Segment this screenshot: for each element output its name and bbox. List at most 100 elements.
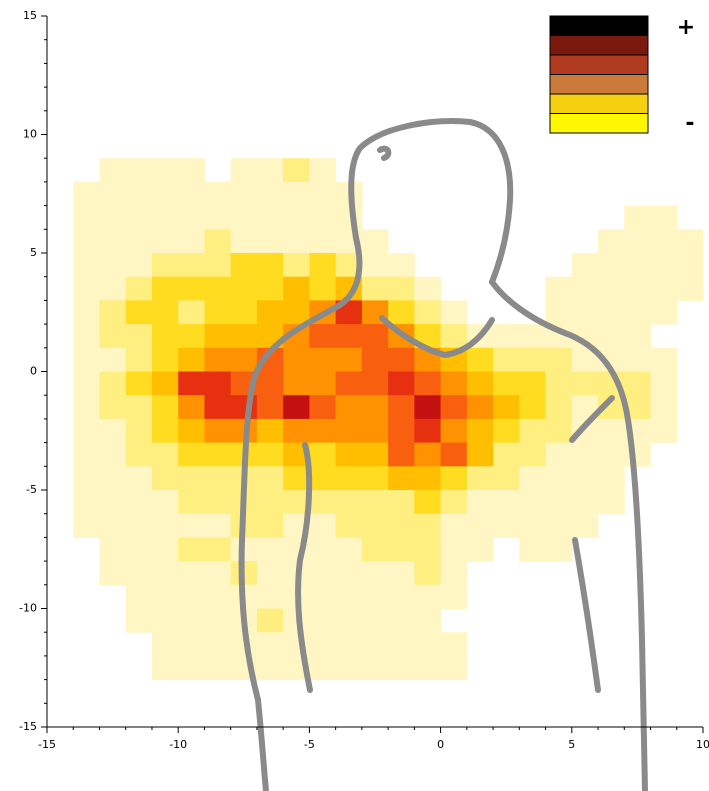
heat-cell	[125, 608, 153, 633]
heat-cell	[361, 490, 389, 515]
legend-top-label: +	[677, 15, 695, 40]
ear	[377, 145, 392, 161]
heat-cell	[125, 561, 153, 586]
heat-cell	[230, 300, 258, 325]
heat-cell	[178, 490, 205, 515]
heat-cell	[99, 466, 127, 491]
heat-cell	[414, 632, 442, 657]
heat-cell	[388, 418, 415, 444]
heat-cell	[545, 466, 573, 491]
heat-cell	[414, 395, 442, 420]
heat-cell	[283, 229, 310, 254]
heat-cell	[309, 276, 337, 301]
heat-cell	[361, 229, 389, 254]
heat-cell	[178, 253, 205, 278]
heat-cell	[283, 395, 310, 420]
heat-cell	[99, 158, 127, 183]
heat-cell	[335, 466, 363, 491]
heat-cell	[519, 442, 547, 467]
heat-cell	[283, 276, 310, 301]
heat-cell	[414, 561, 442, 586]
heat-cell	[125, 395, 153, 420]
heat-cell	[99, 347, 127, 372]
heat-cell	[256, 655, 284, 681]
heat-cell	[493, 418, 520, 444]
heat-cell	[178, 276, 205, 301]
torso-line	[295, 442, 313, 693]
heat-cell	[309, 608, 337, 633]
heat-cell	[73, 442, 100, 467]
heat-cell	[545, 276, 573, 301]
heat-cell	[466, 371, 494, 396]
heat-cell	[283, 371, 310, 396]
heat-cell	[73, 205, 100, 230]
heat-cell	[73, 300, 100, 325]
heat-cell	[309, 395, 337, 420]
heat-cell	[519, 418, 547, 444]
heat-cell	[73, 181, 100, 207]
y-tick-label: 5	[30, 246, 37, 259]
heat-cell	[283, 418, 310, 444]
heat-cell	[73, 418, 100, 444]
heat-cell	[545, 442, 573, 467]
heat-cell	[256, 418, 284, 444]
heat-cell	[125, 466, 153, 491]
heat-cell	[388, 655, 415, 681]
heat-cell	[545, 537, 573, 562]
legend-swatch	[549, 93, 649, 114]
heat-cell	[230, 324, 258, 349]
heat-cell	[309, 229, 337, 254]
heat-cell	[283, 253, 310, 278]
heat-cell	[204, 584, 232, 609]
heat-cell	[99, 253, 127, 278]
heat-cell	[440, 395, 468, 420]
heat-cell	[335, 655, 363, 681]
heat-cell	[493, 490, 520, 515]
heat-cell	[151, 418, 179, 444]
y-tick-label: -5	[26, 483, 37, 496]
heat-cell	[466, 537, 494, 562]
heat-cell	[125, 276, 153, 301]
heat-cell	[440, 466, 468, 491]
heat-cell	[624, 276, 652, 301]
heat-cell	[283, 181, 310, 207]
heat-cell	[624, 229, 652, 254]
x-tick-label: 10	[696, 738, 709, 751]
heat-cell	[204, 347, 232, 372]
x-tick-label: -10	[169, 738, 187, 751]
heat-cell	[466, 513, 494, 538]
heat-cell	[204, 181, 232, 207]
heat-cell	[178, 418, 205, 444]
heat-cell	[151, 561, 179, 586]
heat-cell	[204, 253, 232, 278]
heat-cell	[388, 371, 415, 396]
heat-cell	[571, 466, 599, 491]
heat-cell	[624, 253, 652, 278]
heat-cell	[650, 347, 678, 372]
heat-cell	[178, 584, 205, 609]
heat-cell	[204, 276, 232, 301]
heat-cell	[178, 158, 205, 183]
heat-cell	[230, 253, 258, 278]
heat-cell	[283, 300, 310, 325]
heat-cell	[151, 632, 179, 657]
heat-cell	[335, 513, 363, 538]
heat-cell	[256, 181, 284, 207]
heat-cell	[99, 561, 127, 586]
heat-cell	[256, 300, 284, 325]
heat-cell	[414, 276, 442, 301]
heat-cell	[178, 300, 205, 325]
heat-cell	[256, 253, 284, 278]
heat-cell	[99, 442, 127, 467]
heat-cell	[466, 395, 494, 420]
heat-cell	[125, 490, 153, 515]
heat-cell	[73, 347, 100, 372]
heat-cell	[571, 300, 599, 325]
heat-cell	[230, 205, 258, 230]
heat-cell	[99, 395, 127, 420]
heat-cell	[493, 513, 520, 538]
legend-bottom-label: -	[685, 111, 694, 136]
heat-cell	[361, 324, 389, 349]
arm-line	[569, 395, 615, 443]
